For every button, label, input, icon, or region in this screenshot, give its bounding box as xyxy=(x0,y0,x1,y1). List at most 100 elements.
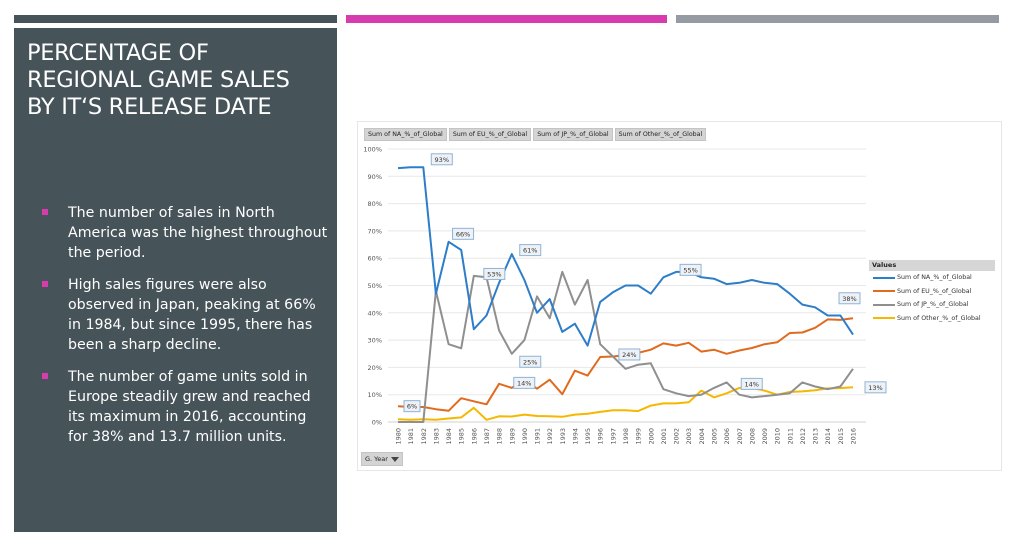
data-label-box xyxy=(513,376,536,389)
data-label-box xyxy=(403,400,421,413)
bullet-item: The number of game units sold in Europe … xyxy=(38,367,328,447)
data-label-box xyxy=(618,348,641,361)
x-tick-label: 2003 xyxy=(685,428,693,445)
field-button-na[interactable]: Sum of NA_%_of_Global xyxy=(364,128,447,141)
x-tick-label: 1983 xyxy=(432,428,440,445)
x-tick-label: 1999 xyxy=(635,428,643,445)
legend-item-eu[interactable]: Sum of EU_%_of_Global xyxy=(869,285,995,299)
y-tick-label: 40% xyxy=(368,309,382,317)
x-tick-label: 1998 xyxy=(622,428,630,445)
x-tick-label: 2001 xyxy=(660,428,668,445)
x-tick-label: 1985 xyxy=(458,428,466,445)
x-tick-label: 2000 xyxy=(647,428,655,445)
chart-legend: Values Sum of NA_%_of_Global Sum of EU_%… xyxy=(869,260,995,325)
x-tick-label: 2006 xyxy=(723,428,731,445)
x-tick-label: 1989 xyxy=(508,428,516,445)
data-label: 13% xyxy=(868,384,882,392)
x-tick-label: 2015 xyxy=(837,428,845,445)
y-tick-label: 70% xyxy=(368,227,382,235)
data-label: 61% xyxy=(523,247,537,255)
x-tick-label: 1981 xyxy=(407,428,415,445)
x-tick-label: 1992 xyxy=(546,428,554,445)
x-tick-label: 2007 xyxy=(736,428,744,445)
filter-icon xyxy=(390,456,399,462)
accent-bar-pink xyxy=(346,15,667,23)
data-label: 14% xyxy=(745,380,759,388)
pivot-field-buttons: Sum of NA_%_of_Global Sum of EU_%_of_Glo… xyxy=(364,128,707,141)
y-tick-label: 10% xyxy=(368,391,382,399)
year-filter-button[interactable]: G. Year xyxy=(361,452,403,466)
legend-item-other[interactable]: Sum of Other_%_of_Global xyxy=(869,312,995,326)
x-tick-label: 1980 xyxy=(395,428,403,445)
legend-item-jp[interactable]: Sum of JP_%_of_Global xyxy=(869,298,995,312)
x-tick-label: 1986 xyxy=(470,428,478,445)
x-tick-label: 1982 xyxy=(420,428,428,445)
legend-swatch-na xyxy=(873,276,895,279)
legend-swatch-jp xyxy=(873,303,895,306)
bullet-item: The number of sales in North America was… xyxy=(38,203,328,263)
y-tick-label: 0% xyxy=(372,419,382,427)
bullet-text: High sales figures were also observed in… xyxy=(68,277,316,353)
x-tick-label: 2013 xyxy=(812,428,820,445)
y-tick-label: 90% xyxy=(368,173,382,181)
x-tick-label: 1997 xyxy=(609,428,617,445)
x-tick-label: 1996 xyxy=(597,428,605,445)
data-label-box xyxy=(519,244,542,257)
legend-label: Sum of Other_%_of_Global xyxy=(897,314,981,322)
text-panel xyxy=(14,28,337,532)
y-tick-label: 30% xyxy=(368,337,382,345)
legend-item-na[interactable]: Sum of NA_%_of_Global xyxy=(869,271,995,285)
accent-bar-gray xyxy=(676,15,999,23)
accent-bar-dark xyxy=(14,15,337,23)
y-tick-label: 100% xyxy=(363,146,382,154)
bullet-square-icon xyxy=(42,209,48,215)
y-tick-label: 80% xyxy=(368,200,382,208)
data-label-box xyxy=(519,355,542,368)
data-label: 14% xyxy=(517,379,531,387)
y-tick-label: 60% xyxy=(368,255,382,263)
x-tick-label: 1994 xyxy=(571,428,579,445)
data-label: 24% xyxy=(622,351,636,359)
legend-swatch-other xyxy=(873,317,895,320)
field-button-eu[interactable]: Sum of EU_%_of_Global xyxy=(448,128,532,141)
x-tick-label: 1991 xyxy=(534,428,542,445)
x-tick-label: 2012 xyxy=(799,428,807,445)
data-label: 38% xyxy=(842,295,856,303)
series-line-na xyxy=(397,166,854,347)
series-line-eu xyxy=(397,317,854,412)
x-tick-label: 1993 xyxy=(559,428,567,445)
pivot-chart-frame[interactable] xyxy=(357,121,1002,471)
data-label: 53% xyxy=(487,270,501,278)
field-button-jp[interactable]: Sum of JP_%_of_Global xyxy=(533,128,613,141)
bullet-square-icon xyxy=(42,281,48,287)
data-label-box xyxy=(679,263,702,276)
x-tick-label: 1987 xyxy=(483,428,491,445)
x-tick-label: 1990 xyxy=(521,428,529,445)
y-tick-label: 20% xyxy=(368,364,382,372)
x-tick-label: 2008 xyxy=(748,428,756,445)
data-label: 55% xyxy=(683,266,697,274)
x-tick-label: 2011 xyxy=(786,428,794,445)
legend-label: Sum of JP_%_of_Global xyxy=(897,301,969,309)
bullet-square-icon xyxy=(42,373,48,379)
field-button-other[interactable]: Sum of Other_%_of_Global xyxy=(614,128,707,141)
x-tick-label: 1984 xyxy=(445,428,453,445)
data-label: 6% xyxy=(407,403,417,411)
x-tick-label: 2004 xyxy=(698,428,706,445)
data-label: 93% xyxy=(435,156,449,164)
bullet-item: High sales figures were also observed in… xyxy=(38,275,328,355)
bullet-list: The number of sales in North America was… xyxy=(38,203,328,459)
data-label-box xyxy=(740,377,763,390)
data-label-box xyxy=(838,292,861,305)
y-tick-label: 50% xyxy=(368,282,382,290)
legend-title: Values xyxy=(869,260,995,271)
data-label-box xyxy=(452,227,475,240)
x-tick-label: 1988 xyxy=(496,428,504,445)
legend-swatch-eu xyxy=(873,290,895,293)
x-tick-label: 2016 xyxy=(850,428,858,445)
x-tick-label: 2009 xyxy=(761,428,769,445)
series-line-jp xyxy=(398,270,854,423)
x-tick-label: 1995 xyxy=(584,428,592,445)
x-tick-label: 2002 xyxy=(673,428,681,445)
